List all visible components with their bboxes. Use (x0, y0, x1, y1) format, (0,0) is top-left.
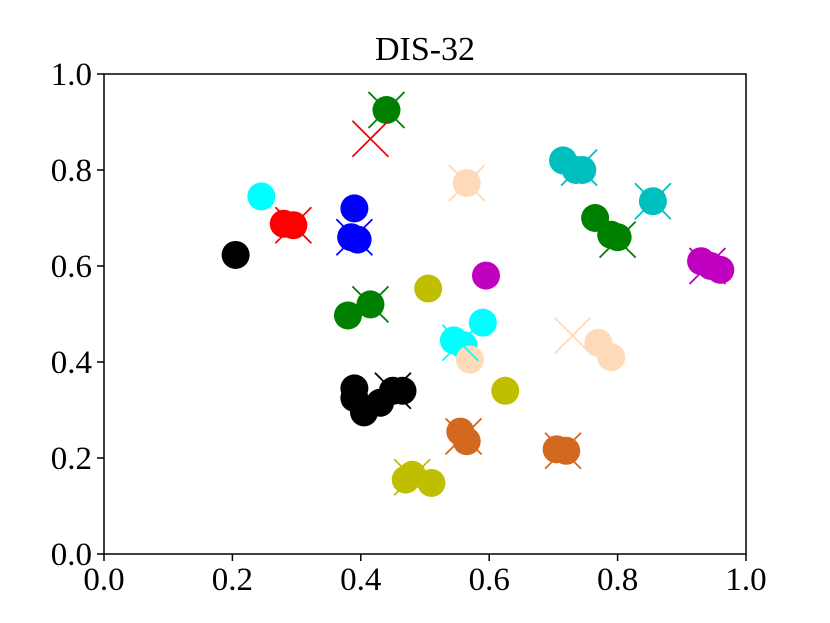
scatter-point (603, 223, 632, 252)
cross-marker (441, 324, 479, 362)
cross-stroke (598, 220, 637, 259)
cross-marker (544, 432, 582, 470)
cross-marker (351, 285, 390, 324)
scatter-point (388, 376, 417, 405)
scatter-point (471, 261, 500, 290)
cross-stroke (448, 164, 486, 202)
cross-stroke (393, 458, 431, 496)
scatter-point (706, 255, 735, 284)
scatter-point (333, 301, 362, 330)
cross-marker (374, 372, 412, 410)
scatter-point (340, 194, 369, 223)
scatter-point (491, 376, 520, 405)
x-tick-label: 0.6 (469, 562, 510, 598)
cross-stroke (367, 91, 406, 129)
cross-marker (634, 182, 672, 220)
cross-marker (335, 218, 374, 256)
chart-title: DIS-32 (375, 31, 475, 68)
cross-marker (448, 164, 486, 202)
y-tick-label: 0.4 (51, 345, 92, 381)
axis-layer: 0.0 0.2 0.4 0.6 0.8 1.0 0.0 0.2 0.4 0.6 0.8 1.0 (51, 57, 767, 598)
cross-marker (560, 148, 598, 187)
cross-stroke (374, 372, 412, 410)
x-tick-label: 1.0 (725, 562, 766, 598)
plot-layer (221, 91, 735, 497)
x-tick-label: 0.8 (597, 562, 638, 598)
cross-stroke (274, 206, 313, 244)
cross-stroke (560, 148, 598, 187)
cross-stroke (688, 247, 727, 285)
scatter-point (552, 436, 581, 465)
cross-stroke (544, 432, 582, 470)
scatter-point (455, 345, 484, 374)
x-tick-label: 0.0 (83, 562, 124, 598)
y-tick-label: 1.0 (51, 57, 92, 93)
scatter-point (452, 427, 481, 456)
cross-marker (598, 220, 637, 259)
y-tick-label: 0.0 (51, 537, 92, 573)
scatter-point (414, 274, 443, 303)
cross-marker (351, 120, 390, 158)
plot-frame (103, 73, 747, 555)
x-tick-label: 0.4 (340, 562, 381, 598)
scatter-point (597, 343, 626, 372)
y-tick-label: 0.6 (51, 249, 92, 285)
cross-marker (688, 247, 727, 285)
cross-marker (274, 206, 313, 244)
cross-marker (393, 458, 431, 496)
scatter-point (417, 468, 446, 497)
cross-marker (367, 91, 406, 129)
cross-stroke (554, 316, 592, 355)
scatter-point (221, 240, 250, 269)
y-tick-label: 0.8 (51, 153, 92, 189)
cross-stroke (351, 120, 390, 158)
cross-stroke (335, 218, 374, 256)
cross-marker (444, 417, 483, 456)
x-tick-label: 0.2 (212, 562, 253, 598)
cross-stroke (441, 324, 479, 362)
cross-stroke (444, 417, 483, 456)
y-tick-label: 0.2 (51, 441, 92, 477)
scatter-point (247, 182, 276, 211)
cross-stroke (351, 285, 390, 324)
scatter-point (468, 308, 497, 337)
cross-stroke (634, 182, 672, 220)
cross-marker (554, 316, 592, 355)
